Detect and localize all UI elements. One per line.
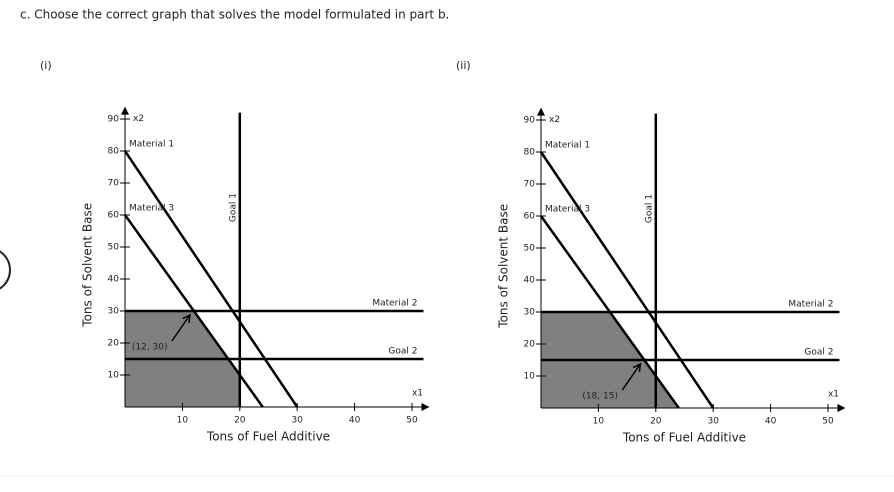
x-axis-label: Tons of Fuel Additive <box>622 431 746 445</box>
x-tick-label: 20 <box>234 416 246 426</box>
x-axis-name: x1 <box>828 390 839 400</box>
series-label: Material 2 <box>788 300 833 310</box>
y-tick-label: 90 <box>108 115 120 125</box>
y-tick-label: 20 <box>108 339 120 349</box>
y-tick-label: 10 <box>524 372 536 382</box>
x-tick-label: 20 <box>650 417 662 427</box>
y-tick-label: 80 <box>108 147 120 157</box>
series-label: Material 2 <box>372 299 417 309</box>
chart-label: (i) <box>40 59 52 72</box>
x-arrow <box>837 404 846 412</box>
x-tick-label: 10 <box>593 417 605 427</box>
series-label: Material 3 <box>545 205 590 215</box>
annotation-arrow <box>621 363 641 391</box>
y-tick-label: 50 <box>524 244 536 254</box>
x-axis-label: Tons of Fuel Additive <box>206 430 330 444</box>
constraint-line <box>123 150 299 408</box>
y-axis-label: Tons of Solvent Base <box>81 203 95 328</box>
x-tick-label: 10 <box>177 416 189 426</box>
x-tick-label: 40 <box>765 417 777 427</box>
series-label: Goal 2 <box>804 348 833 358</box>
y-tick-label: 50 <box>108 243 120 253</box>
series-label: Goal 1 <box>228 193 238 222</box>
annotation-arrowhead <box>632 362 642 373</box>
edge-circle <box>0 250 11 290</box>
constraint-line <box>539 151 715 409</box>
y-tick-label: 10 <box>108 371 120 381</box>
x-axis-name: x1 <box>412 389 423 399</box>
series-label: Material 1 <box>545 141 590 151</box>
y-arrow <box>121 106 129 115</box>
y-tick-label: 70 <box>524 180 536 190</box>
y-tick-label: 80 <box>524 148 536 158</box>
series-label: Goal 1 <box>644 194 654 223</box>
y-tick-label: 40 <box>108 275 120 285</box>
series-label: Goal 2 <box>388 347 417 357</box>
x-tick-label: 30 <box>291 416 303 426</box>
x-tick-label: 50 <box>406 416 418 426</box>
series-label: Material 3 <box>129 204 174 214</box>
y-tick-label: 60 <box>108 211 120 221</box>
y-tick-label: 60 <box>524 212 536 222</box>
y-axis-name: x2 <box>549 115 560 125</box>
x-tick-label: 30 <box>707 417 719 427</box>
y-arrow <box>537 107 545 116</box>
y-tick-label: 90 <box>524 116 536 126</box>
annotation: (12, 30) <box>132 343 168 353</box>
series-label: Material 1 <box>129 140 174 150</box>
y-tick-label: 20 <box>524 340 536 350</box>
x-tick-label: 40 <box>349 416 361 426</box>
y-axis-label: Tons of Solvent Base <box>497 204 511 329</box>
y-axis-name: x2 <box>133 114 144 124</box>
annotation-arrow <box>171 314 191 342</box>
y-tick-label: 30 <box>524 308 536 318</box>
annotation: (18, 15) <box>582 392 618 402</box>
chart-label: (ii) <box>456 59 471 72</box>
question: c. Choose the correct graph that solves … <box>20 8 449 22</box>
y-tick-label: 70 <box>108 179 120 189</box>
x-arrow <box>421 403 430 411</box>
annotation-arrowhead <box>182 313 191 324</box>
y-tick-label: 40 <box>524 276 536 286</box>
x-tick-label: 50 <box>822 417 834 427</box>
y-tick-label: 30 <box>108 307 120 317</box>
